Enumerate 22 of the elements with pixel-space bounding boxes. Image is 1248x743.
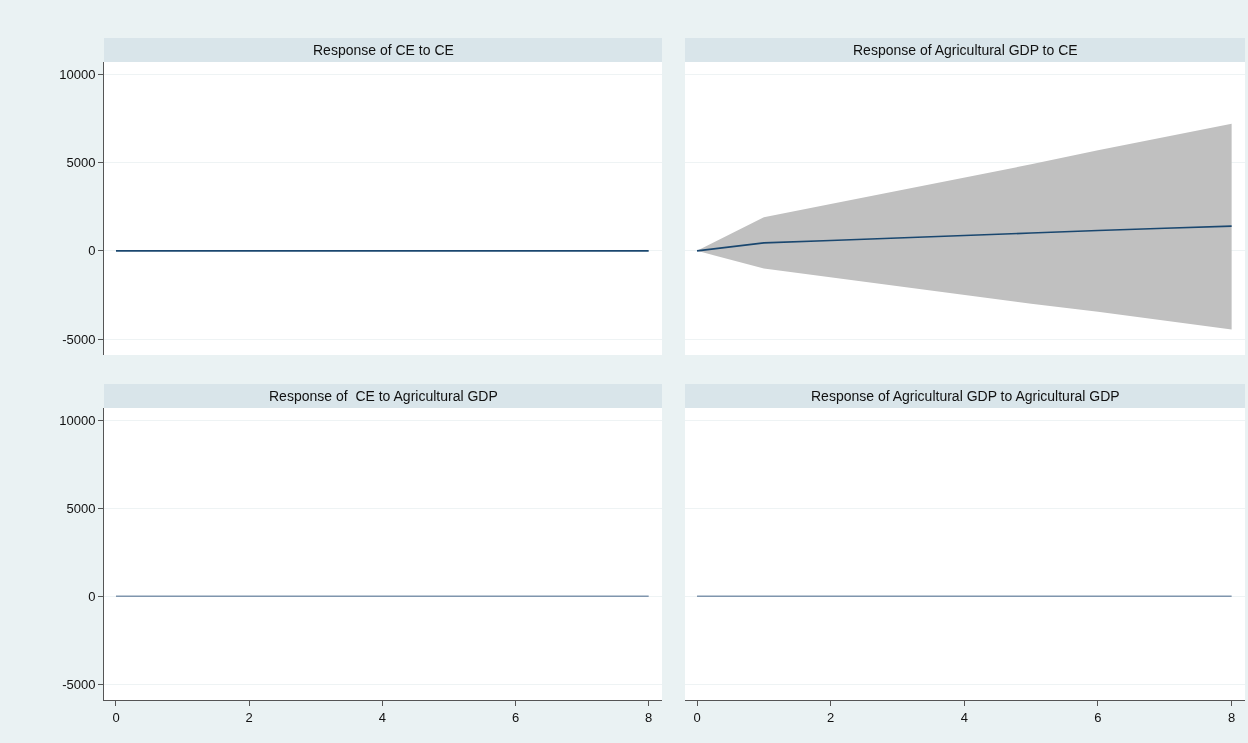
chart-title: Response of CE to Agricultural GDP [269,388,498,404]
y-tick-label: 0 [88,243,96,259]
x-tick-label: 2 [827,709,835,725]
x-tick-label: 6 [511,709,520,725]
chart-title: Response of Agricultural GDP to CE [853,42,1078,58]
y-tick-label: -5000 [62,331,96,347]
x-tick-label: 8 [645,709,653,725]
x-tick-label: 4 [960,709,968,725]
x-tick-label: 6 [1094,709,1102,725]
x-tick-label: 0 [693,709,701,725]
x-tick-label: 0 [112,709,120,725]
y-tick-label: 10000 [59,412,96,428]
x-tick-label: 4 [378,709,386,725]
y-tick-label: 0 [88,588,96,604]
y-tick-label: 5000 [66,500,96,516]
chart-title: Response of Agricultural GDP to Agricultural GDP [811,388,1120,404]
y-tick-label: 10000 [59,66,96,82]
x-tick-label: 2 [245,709,253,725]
x-tick-label: 8 [1228,709,1236,725]
y-tick-label: -5000 [62,676,96,692]
y-tick-label: 5000 [66,155,96,171]
chart-title: Response of CE to CE [313,42,454,58]
